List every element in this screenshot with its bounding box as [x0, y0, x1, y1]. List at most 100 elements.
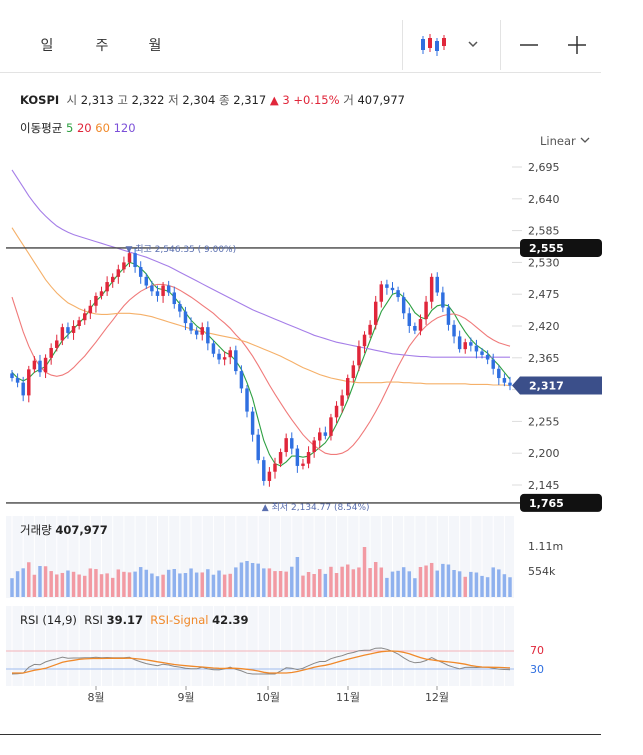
candle-body [362, 334, 367, 347]
candle-body [250, 411, 255, 435]
volume-bar [38, 566, 42, 597]
open-label: 시 [66, 93, 78, 107]
close-label: 종 [219, 93, 230, 107]
candle-body [446, 307, 451, 325]
candle-body [306, 452, 311, 464]
chevron-down-icon [579, 134, 591, 148]
volume-bar [485, 577, 490, 597]
volume-bar [351, 569, 356, 597]
chevron-down-icon[interactable] [465, 32, 481, 58]
candle-body [323, 432, 328, 436]
volume-label: 거 [343, 93, 354, 107]
symbol: KOSPI [20, 93, 60, 107]
ma-120: 120 [113, 121, 136, 135]
volume-bar [250, 563, 255, 597]
price-chart[interactable]: 1.11m 554k 70 30 2,695 2,640 2,585 2,530 2,475… [0, 0, 643, 735]
candle-body [77, 320, 81, 326]
candle-body [368, 324, 372, 335]
candle-body [435, 276, 439, 293]
volume-bar [60, 572, 65, 597]
price-tick-label: 2,585 [528, 225, 560, 238]
volume-bar [116, 569, 121, 597]
candle-body [508, 382, 512, 386]
low-value: 2,304 [182, 93, 216, 107]
candle-body [234, 350, 238, 372]
candle-body [94, 295, 98, 306]
tab-day[interactable]: 일 [40, 38, 54, 54]
rsi-level-70-label: 70 [530, 644, 544, 657]
candle-body [71, 326, 76, 333]
candle-body [172, 292, 177, 305]
volume-bar [278, 571, 283, 597]
volume-bar [379, 567, 384, 597]
price-tick-label: 2,420 [528, 320, 560, 333]
volume-bar [110, 577, 115, 597]
candle-body [127, 253, 132, 263]
candlestick-icon[interactable] [418, 32, 448, 58]
upper-line-value: 2,555 [529, 242, 564, 255]
candle-body [116, 269, 121, 277]
volume-bar [284, 571, 288, 597]
volume-bar [290, 566, 294, 597]
zoom-in-icon[interactable] [566, 32, 588, 58]
volume-bar [497, 569, 501, 597]
volume-bar [435, 570, 439, 597]
candle-body [155, 291, 160, 296]
candle-body [27, 369, 31, 396]
volume-bar [27, 562, 31, 597]
volume-bar [318, 569, 322, 597]
volume-bar [206, 569, 210, 597]
volume-bar [32, 574, 37, 597]
volume-bar [194, 572, 199, 597]
candle-body [452, 324, 456, 337]
candle-body [43, 357, 48, 373]
candle-body [485, 354, 490, 360]
volume-bar [144, 569, 149, 597]
price-tick-label: 2,255 [528, 415, 560, 428]
tab-week[interactable]: 주 [95, 38, 109, 54]
volume-bar [83, 575, 87, 597]
candle-body [15, 378, 20, 383]
price-tick-label: 2,475 [528, 288, 560, 301]
candle-body [88, 305, 93, 314]
candle-body [474, 345, 479, 352]
rsi-value: 39.17 [106, 613, 143, 627]
volume-bar [55, 574, 59, 597]
candle-body [105, 282, 109, 292]
toolbar-divider-2 [500, 20, 501, 70]
candle-body [273, 463, 277, 472]
candle-body [295, 448, 300, 466]
candle-body [32, 360, 37, 370]
candle-body [138, 267, 143, 277]
candle-body [239, 371, 244, 389]
volume-bar [413, 578, 417, 597]
candle-body [373, 301, 378, 325]
volume-bar [508, 577, 512, 597]
candle-body [390, 287, 395, 291]
candle-body [457, 336, 462, 350]
candle-body [228, 350, 232, 358]
volume-bar [457, 571, 462, 597]
price-tick-label: 2,530 [528, 256, 560, 269]
low-label: 저 [168, 93, 179, 107]
volume-bar [178, 573, 182, 597]
volume-bar [267, 568, 272, 597]
candle-body [413, 326, 417, 331]
volume-bar [172, 569, 177, 597]
rsi-title: RSI (14,9) [20, 613, 77, 627]
zoom-out-icon[interactable] [518, 32, 540, 58]
scale-mode-dropdown[interactable]: Linear [540, 134, 591, 148]
candle-body [60, 327, 65, 341]
volume-bar [211, 574, 216, 597]
volume-bar [88, 568, 93, 597]
volume-value: 407,977 [357, 93, 405, 107]
candle-body [463, 342, 467, 350]
top-toolbar: 일 주 월 [0, 0, 601, 73]
candle-body [194, 330, 199, 335]
volume-bar [71, 571, 76, 597]
volume-bar [200, 572, 204, 597]
volume-bar [446, 564, 451, 597]
volume-bar [239, 562, 244, 597]
tab-month[interactable]: 월 [148, 38, 162, 54]
volume-bar [222, 574, 227, 597]
